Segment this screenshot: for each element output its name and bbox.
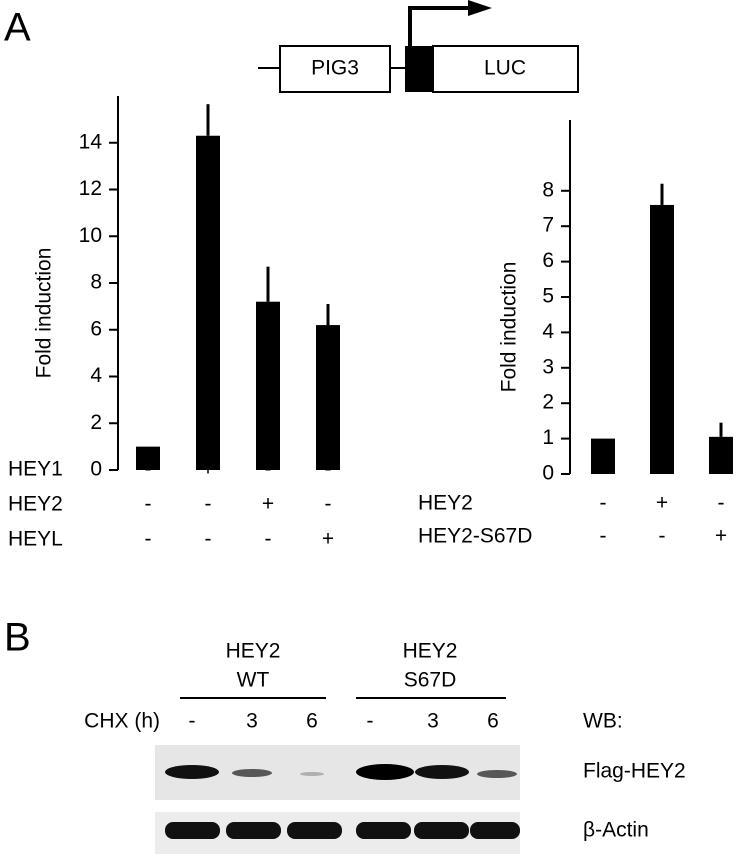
y-tick-label: 8 — [90, 271, 102, 294]
condition-label: HEY2-S67D — [418, 525, 532, 548]
condition-sign: - — [325, 458, 332, 481]
y-tick-label: 10 — [79, 224, 102, 247]
condition-sign: + — [202, 458, 214, 481]
condition-sign: + — [262, 493, 274, 516]
condition-label: HEY1 — [8, 458, 63, 481]
condition-sign: - — [600, 492, 607, 515]
condition-sign: - — [265, 458, 272, 481]
y-tick-label: 3 — [542, 355, 554, 378]
bar — [136, 446, 160, 470]
wb-label: WB: — [583, 710, 623, 733]
group-label: WT — [237, 669, 270, 692]
y-tick-label: 6 — [90, 317, 102, 340]
y-axis-label: Fold induction — [498, 262, 521, 393]
y-tick-label: 0 — [90, 458, 102, 481]
panel-label: A — [4, 6, 31, 50]
lane-label: 3 — [246, 710, 258, 733]
group-label: HEY2 — [403, 640, 458, 663]
condition-sign: - — [659, 525, 666, 548]
y-tick-label: 2 — [542, 391, 554, 414]
y-tick-label: 4 — [542, 320, 554, 343]
condition-sign: - — [145, 528, 152, 551]
condition-sign: - — [718, 492, 725, 515]
condition-sign: - — [145, 493, 152, 516]
bar — [316, 325, 340, 470]
group-label: HEY2 — [226, 640, 281, 663]
y-tick-label: 12 — [79, 177, 102, 200]
y-tick-label: 5 — [542, 285, 554, 308]
condition-sign: - — [600, 525, 607, 548]
condition-label: HEYL — [8, 528, 63, 551]
lane-label: 3 — [427, 710, 439, 733]
bar — [709, 436, 733, 474]
condition-sign: - — [205, 528, 212, 551]
y-tick-label: 0 — [542, 462, 554, 485]
condition-sign: + — [715, 525, 727, 548]
promoter-label: PIG3 — [311, 57, 359, 80]
y-axis-label: Fold induction — [33, 248, 56, 379]
western-blot — [155, 697, 520, 854]
lane-label: - — [367, 710, 374, 733]
y-tick-label: 1 — [542, 426, 554, 449]
y-tick-label: 8 — [542, 178, 554, 201]
condition-label: HEY2 — [8, 493, 63, 516]
blot-row-label: β-Actin — [583, 819, 649, 842]
lane-label: - — [189, 710, 196, 733]
y-tick-label: 7 — [542, 214, 554, 237]
treatment-label: CHX (h) — [84, 710, 160, 733]
lane-label: 6 — [306, 710, 318, 733]
condition-sign: - — [205, 493, 212, 516]
y-tick-label: 2 — [90, 411, 102, 434]
condition-sign: - — [265, 528, 272, 551]
bar — [650, 204, 674, 474]
lane-label: 6 — [487, 710, 499, 733]
reporter-label: LUC — [484, 57, 526, 80]
panel-label: B — [4, 616, 31, 660]
condition-sign: - — [145, 458, 152, 481]
bar — [591, 438, 615, 474]
bar — [196, 135, 220, 471]
condition-sign: + — [656, 492, 668, 515]
y-tick-label: 14 — [79, 130, 103, 153]
y-tick-label: 6 — [542, 249, 554, 272]
blot-row-label: Flag-HEY2 — [583, 760, 686, 783]
bar — [256, 301, 280, 470]
y-tick-label: 4 — [90, 364, 102, 387]
construct-diagram: PIG3 LUC — [258, 0, 579, 93]
condition-sign: - — [325, 493, 332, 516]
group-label: S67D — [404, 669, 457, 692]
condition-sign: + — [322, 528, 334, 551]
condition-label: HEY2 — [418, 492, 473, 515]
